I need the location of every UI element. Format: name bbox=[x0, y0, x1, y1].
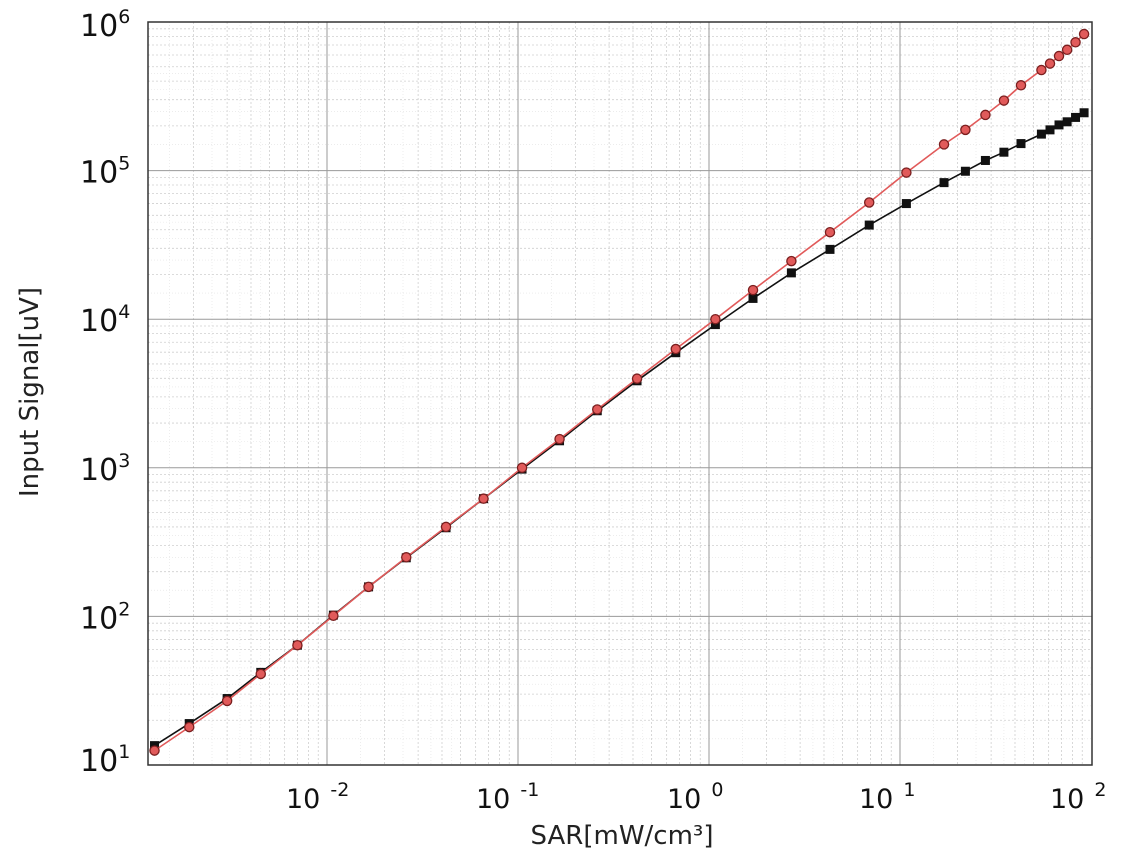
y-tick-label: 102 bbox=[80, 598, 130, 636]
data-point-circle bbox=[401, 552, 412, 563]
data-point-square bbox=[939, 178, 949, 188]
data-point-circle bbox=[149, 745, 160, 756]
data-point-circle bbox=[710, 313, 721, 325]
data-point-circle bbox=[1061, 44, 1073, 56]
data-point-circle bbox=[670, 343, 682, 355]
data-point-circle bbox=[863, 197, 875, 208]
x-tick-label: 10 2 bbox=[1050, 779, 1106, 815]
data-point-circle bbox=[363, 581, 374, 593]
data-point-circle bbox=[938, 139, 950, 150]
data-point-circle bbox=[901, 167, 912, 178]
data-point-square bbox=[864, 220, 874, 230]
data-point-square bbox=[786, 268, 796, 278]
x-tick-labels: 10 -2 10 -1 10 0 10 1 10 2 bbox=[286, 779, 1106, 815]
y-tick-label: 106 bbox=[80, 6, 130, 44]
data-point-circle bbox=[554, 433, 565, 445]
x-axis-label: SAR[mW/cm³] bbox=[531, 821, 714, 851]
data-point-circle bbox=[221, 695, 233, 707]
data-point-circle bbox=[1036, 64, 1047, 76]
x-tick-label: 10 -2 bbox=[286, 779, 349, 815]
data-point-circle bbox=[183, 721, 195, 733]
data-point-square bbox=[1079, 108, 1089, 118]
data-point-square bbox=[1062, 117, 1072, 127]
data-point-circle bbox=[255, 668, 267, 680]
data-point-circle bbox=[478, 493, 489, 504]
data-point-circle bbox=[592, 404, 603, 415]
data-point-circle bbox=[1044, 58, 1056, 69]
data-point-circle bbox=[960, 124, 971, 136]
data-point-square bbox=[1016, 139, 1026, 149]
data-point-circle bbox=[440, 521, 452, 533]
data-point-circle bbox=[1078, 28, 1090, 40]
data-point-square bbox=[710, 320, 720, 330]
data-point-circle bbox=[824, 226, 836, 238]
major-grid bbox=[148, 22, 1092, 765]
series-layer bbox=[149, 28, 1090, 756]
data-point-square bbox=[1071, 112, 1081, 122]
data-point-circle bbox=[292, 639, 303, 651]
data-point-circle bbox=[1053, 50, 1065, 62]
minor-grid bbox=[148, 22, 1092, 765]
data-point-circle bbox=[631, 373, 643, 384]
data-point-square bbox=[1045, 125, 1055, 135]
data-point-circle bbox=[328, 610, 339, 622]
data-point-square bbox=[960, 166, 970, 176]
x-tick-label: 10 1 bbox=[859, 779, 915, 815]
data-point-circle bbox=[1015, 80, 1027, 91]
data-point-square bbox=[825, 244, 835, 254]
data-point-circle bbox=[1070, 37, 1081, 48]
data-point-circle bbox=[516, 462, 528, 474]
plot-frame bbox=[147, 21, 1093, 766]
data-point-square bbox=[748, 293, 758, 303]
data-point-circle bbox=[786, 255, 797, 267]
y-tick-label: 105 bbox=[80, 153, 130, 191]
y-tick-labels: 101 102 103 104 105 106 bbox=[80, 6, 130, 779]
data-point-square bbox=[1054, 120, 1064, 130]
data-point-square bbox=[901, 199, 911, 209]
y-tick-label: 104 bbox=[80, 301, 130, 339]
y-axis-label: Input Signal[uV] bbox=[15, 287, 45, 497]
y-tick-label: 101 bbox=[80, 741, 130, 779]
x-tick-label: 10 -1 bbox=[476, 779, 539, 815]
data-point-square bbox=[980, 155, 990, 165]
data-point-square bbox=[999, 147, 1009, 157]
data-point-circle bbox=[998, 95, 1010, 106]
data-point-square bbox=[1036, 129, 1046, 139]
x-tick-label: 10 0 bbox=[667, 779, 723, 815]
data-point-circle bbox=[747, 284, 759, 296]
y-tick-label: 103 bbox=[80, 450, 130, 488]
data-point-circle bbox=[980, 109, 991, 121]
